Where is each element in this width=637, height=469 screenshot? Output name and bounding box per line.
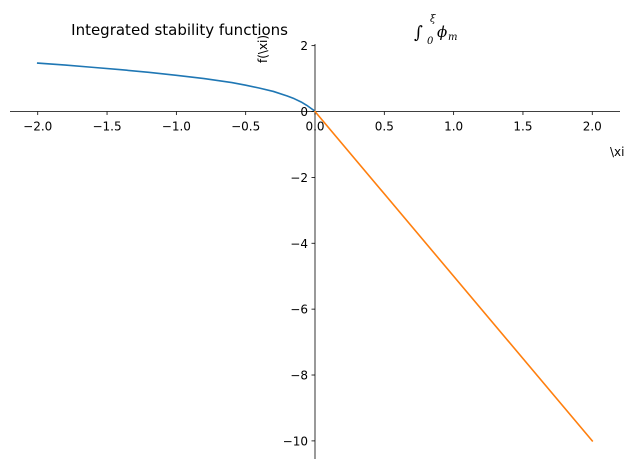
y-axis-title: f(\xi) bbox=[256, 35, 270, 63]
x-tick-label: −1.0 bbox=[162, 120, 191, 134]
y-tick-label: −8 bbox=[290, 369, 308, 383]
title-upper-limit: ξ bbox=[430, 14, 436, 25]
x-tick-label: 0.5 bbox=[375, 120, 394, 134]
y-tick-label: −4 bbox=[290, 237, 308, 251]
x-tick-label: 1.5 bbox=[513, 120, 532, 134]
x-tick-label: −2.0 bbox=[23, 120, 52, 134]
plot-area: −2.0 −1.5 −1.0 −0.5 0.0 0.5 1.0 1.5 2.0 2 0 −2 −4 −6 −… bbox=[10, 39, 620, 459]
series-line-2 bbox=[313, 110, 594, 443]
x-tick-label: 1.0 bbox=[444, 120, 463, 134]
x-axis-title: \xi bbox=[610, 145, 624, 159]
y-tick-label: 2 bbox=[300, 39, 308, 53]
y-tick-label: 0 bbox=[300, 105, 308, 119]
y-tick-label: −6 bbox=[290, 303, 308, 317]
title-lower-limit: 0 bbox=[427, 36, 434, 47]
y-tick-label: −2 bbox=[290, 171, 308, 185]
x-tick-label: −1.5 bbox=[92, 120, 121, 134]
title-integrand: ϕ bbox=[437, 23, 447, 41]
chart-title: Integrated stability functions bbox=[71, 21, 288, 39]
x-tick-label: 0.0 bbox=[305, 120, 324, 134]
x-tick-label: −0.5 bbox=[231, 120, 260, 134]
y-tick-label: −10 bbox=[283, 434, 308, 448]
title-integral-sign: ∫ bbox=[414, 23, 423, 43]
title-subscript: m bbox=[448, 32, 457, 43]
x-tick-label: 2.0 bbox=[583, 120, 602, 134]
chart-title-math: ∫ ξ 0 ϕ m bbox=[414, 14, 457, 47]
series-line-1 bbox=[36, 62, 317, 113]
